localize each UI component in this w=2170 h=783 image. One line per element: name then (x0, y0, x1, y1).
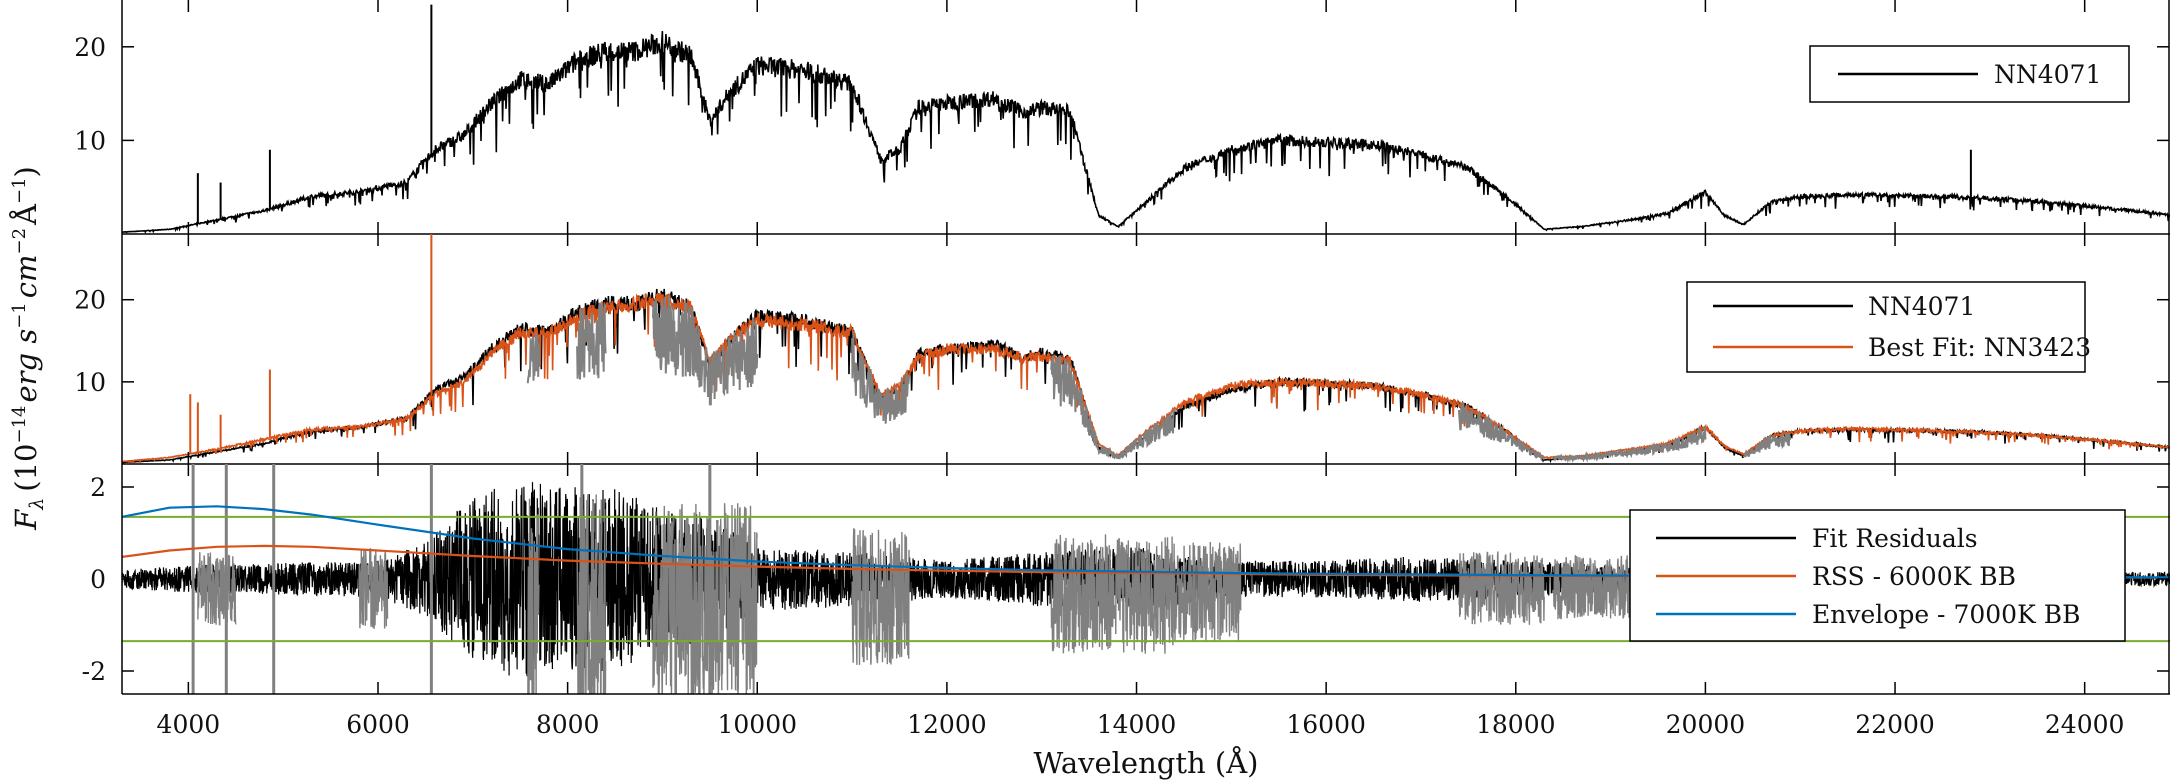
middle-y-tick-label: 20 (74, 286, 106, 315)
x-tick-label: 18000 (1476, 710, 1556, 739)
x-tick-label: 10000 (717, 710, 797, 739)
telluric-residuals (1458, 551, 1545, 625)
y-label-open: (10 (9, 443, 43, 491)
x-tick-label: 20000 (1666, 710, 1746, 739)
y-label-cm: cm (9, 254, 43, 298)
bottom-axis: -2 0 2 (82, 464, 2170, 695)
x-axis-label: Wavelength (Å) (1034, 745, 1259, 780)
top-series-group (122, 4, 2170, 234)
legend-label-residuals: Fit Residuals (1812, 524, 1978, 553)
telluric-residuals (1173, 541, 1242, 643)
bottom-y-tick-label: 0 (90, 565, 106, 594)
telluric-residuals (197, 552, 237, 626)
y-label-angstrom: Å (8, 203, 43, 226)
telluric-region (1050, 355, 1176, 460)
middle-series-group (122, 234, 2170, 464)
telluric-residuals (652, 503, 758, 694)
telluric-region (1742, 432, 1792, 458)
y-label-exp3: −2 (9, 228, 30, 255)
y-label-flux: F (9, 509, 43, 531)
legend-label-best-fit: Best Fit: NN3423 (1868, 333, 2091, 362)
legend-label-rss-bb: RSS - 6000K BB (1812, 562, 2016, 591)
legend-middle: NN4071 Best Fit: NN3423 (1686, 281, 2091, 373)
x-tick-label: 14000 (1097, 710, 1177, 739)
middle-axis: 10 20 (74, 234, 2170, 465)
legend-label-nn4071: NN4071 (1994, 60, 2101, 89)
legend-middle-box (1686, 281, 2086, 373)
y-label-lambda: λ (26, 498, 48, 511)
telluric-region (526, 332, 541, 384)
panel-best-fit: 10 20 (74, 234, 2170, 465)
telluric-region (576, 302, 607, 380)
x-tick-label: 6000 (346, 710, 410, 739)
telluric-region (1457, 402, 1546, 462)
x-tick-label: 16000 (1286, 710, 1366, 739)
y-label-exp2: −1 (9, 302, 30, 329)
telluric-region (652, 295, 759, 406)
telluric-region (851, 331, 910, 424)
y-label-close: ) (9, 166, 43, 177)
legend-label-envelope-bb: Envelope - 7000K BB (1812, 600, 2080, 629)
x-tick-label: 12000 (907, 710, 987, 739)
telluric-residuals (851, 528, 910, 665)
y-label-erg-s: erg s (9, 329, 43, 403)
telluric-residuals (1553, 555, 1631, 620)
x-axis: 4000 6000 8000 10000 12000 14000 16000 18000 200… (157, 710, 2125, 739)
y-label-exp4: −1 (9, 177, 30, 204)
x-tick-label: 24000 (2045, 710, 2125, 739)
telluric-region (1553, 426, 1707, 464)
legend-top: NN4071 (1809, 45, 2130, 103)
telluric-residuals (1050, 534, 1175, 654)
x-tick-label: 8000 (536, 710, 600, 739)
legend-bottom: Fit Residuals RSS - 6000K BB Envelope - … (1629, 509, 2126, 642)
top-axis: 10 20 (74, 0, 2170, 235)
top-y-tick-label: 10 (74, 126, 106, 155)
top-y-tick-label: 20 (74, 33, 106, 62)
y-axis-label: Fλ(10−14erg s−1cm−2Å−1) (8, 166, 48, 531)
middle-y-tick-label: 10 (74, 368, 106, 397)
panel-spectrum: 10 20 (74, 0, 2170, 235)
telluric-residuals (358, 548, 389, 629)
series-nn4071-top (122, 31, 2170, 234)
y-label-exp1: −14 (9, 405, 30, 443)
bottom-y-tick-label: -2 (82, 657, 106, 686)
telluric-residuals (527, 498, 540, 694)
x-tick-label: 4000 (157, 710, 221, 739)
x-tick-label: 22000 (1855, 710, 1935, 739)
legend-label-nn4071-mid: NN4071 (1868, 292, 1975, 321)
bottom-y-tick-label: 2 (90, 473, 106, 502)
